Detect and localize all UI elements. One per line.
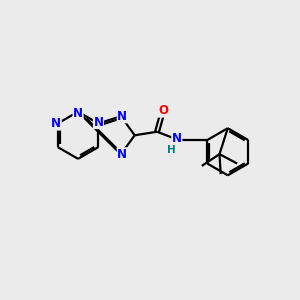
Text: N: N (172, 132, 182, 145)
Text: N: N (117, 148, 127, 161)
Text: O: O (158, 104, 168, 117)
Text: N: N (117, 110, 127, 123)
Text: N: N (73, 107, 83, 120)
Text: H: H (167, 145, 176, 155)
Text: N: N (94, 116, 103, 128)
Text: N: N (51, 117, 61, 130)
